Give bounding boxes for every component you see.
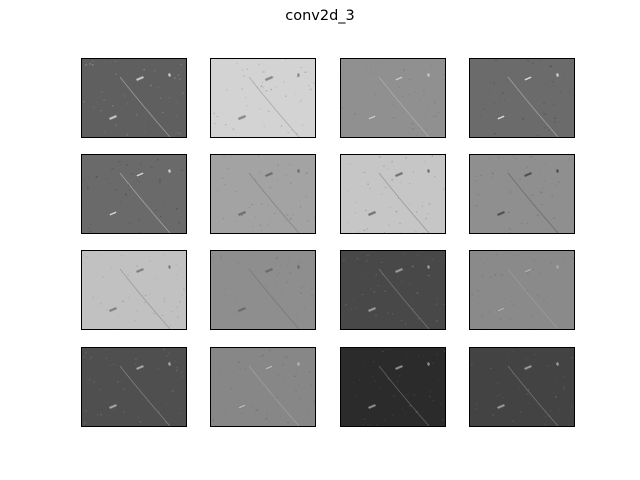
feature-map-image: [82, 348, 186, 426]
feature-map-image: [82, 155, 186, 233]
feature-map-panel: [81, 154, 187, 234]
feature-map-panel: [81, 347, 187, 427]
feature-map-panel: [469, 58, 575, 138]
feature-map-image: [341, 155, 445, 233]
figure-title: conv2d_3: [285, 8, 355, 24]
feature-map-panel: [469, 154, 575, 234]
feature-map-panel: [81, 250, 187, 330]
feature-map-image: [470, 348, 574, 426]
feature-map-panel: [469, 250, 575, 330]
feature-map-image: [341, 59, 445, 137]
feature-map-image: [82, 251, 186, 329]
feature-map-panel: [210, 58, 316, 138]
feature-map-panel: [340, 347, 446, 427]
feature-map-image: [470, 251, 574, 329]
feature-map-panel: [340, 58, 446, 138]
feature-map-panel: [340, 154, 446, 234]
feature-map-image: [470, 59, 574, 137]
feature-map-panel: [81, 58, 187, 138]
feature-map-panel: [210, 250, 316, 330]
feature-map-image: [341, 251, 445, 329]
feature-map-image: [211, 348, 315, 426]
feature-map-panel: [210, 347, 316, 427]
feature-map-image: [470, 155, 574, 233]
feature-map-panel: [340, 250, 446, 330]
feature-map-image: [82, 59, 186, 137]
feature-map-panel: [469, 347, 575, 427]
feature-map-image: [211, 59, 315, 137]
feature-map-image: [211, 155, 315, 233]
feature-map-panel: [210, 154, 316, 234]
feature-map-image: [341, 348, 445, 426]
feature-map-image: [211, 251, 315, 329]
